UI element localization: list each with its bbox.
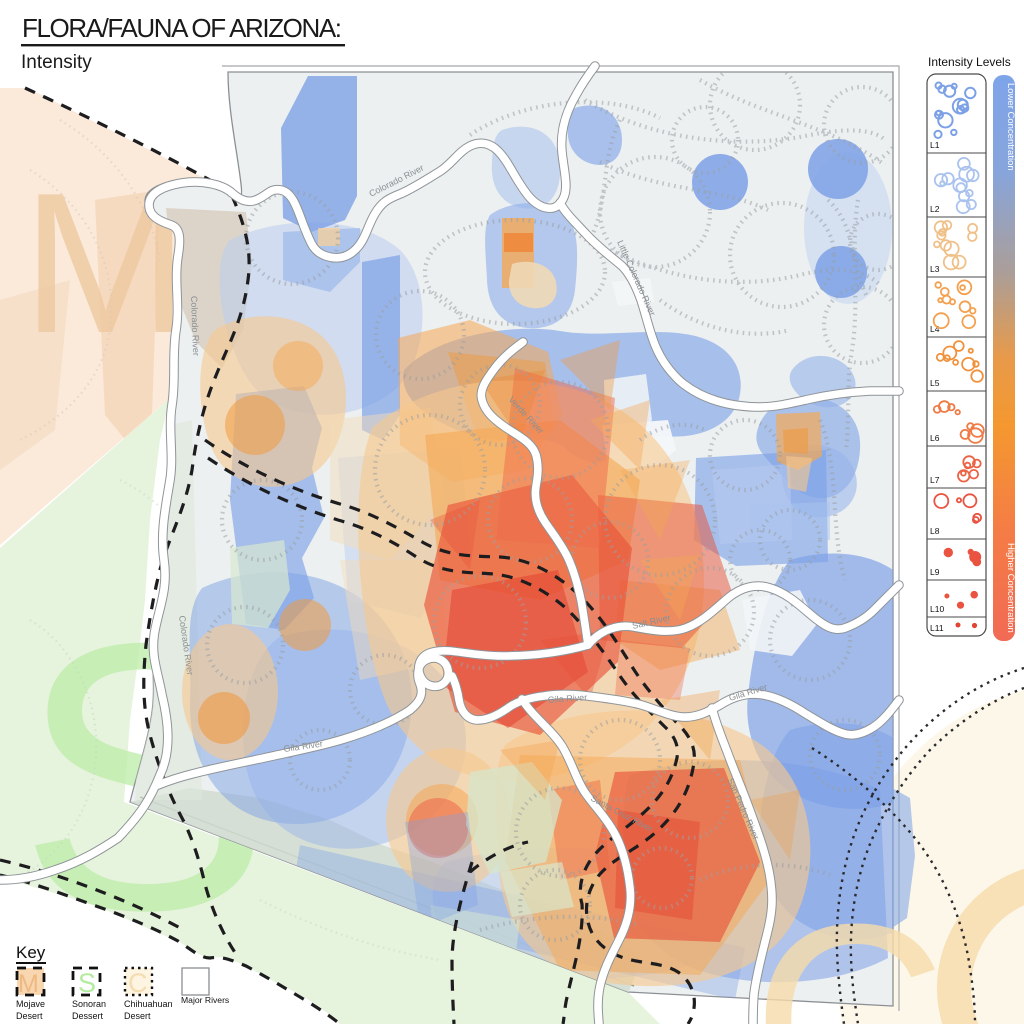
svg-text:L6: L6 [930, 433, 940, 443]
svg-text:Mojave: Mojave [16, 999, 45, 1009]
svg-text:Major Rivers: Major Rivers [181, 995, 229, 1005]
svg-text:L7: L7 [930, 475, 940, 485]
svg-text:C: C [752, 869, 947, 1024]
svg-text:L10: L10 [930, 604, 944, 614]
svg-text:L3: L3 [930, 264, 940, 274]
svg-text:Sonoran: Sonoran [72, 999, 106, 1009]
svg-text:L1: L1 [930, 140, 940, 150]
svg-text:C: C [128, 968, 148, 998]
svg-text:L8: L8 [930, 526, 940, 536]
svg-text:Intensity: Intensity [21, 52, 92, 73]
svg-text:Chihuahuan: Chihuahuan [124, 999, 173, 1009]
svg-text:M: M [18, 970, 39, 998]
svg-text:S: S [78, 968, 96, 998]
svg-text:Desert: Desert [16, 1011, 43, 1021]
svg-text:Intensity Levels: Intensity Levels [928, 55, 1011, 69]
svg-text:Gila River: Gila River [547, 692, 587, 705]
svg-text:Lower Concentration: Lower Concentration [1005, 83, 1016, 171]
svg-text:Key: Key [16, 943, 46, 962]
svg-text:L4: L4 [930, 324, 940, 334]
svg-text:L9: L9 [930, 567, 940, 577]
svg-text:Desert: Desert [124, 1011, 151, 1021]
svg-text:L5: L5 [930, 378, 940, 388]
svg-text:L2: L2 [930, 204, 940, 214]
svg-text:Dessert: Dessert [72, 1011, 104, 1021]
svg-text:Higher Concentration: Higher Concentration [1005, 543, 1016, 633]
svg-text:Colorado River: Colorado River [189, 296, 201, 356]
svg-text:L11: L11 [930, 623, 944, 633]
svg-text:FLORA/FAUNA OF ARIZONA:: FLORA/FAUNA OF ARIZONA: [22, 13, 342, 43]
